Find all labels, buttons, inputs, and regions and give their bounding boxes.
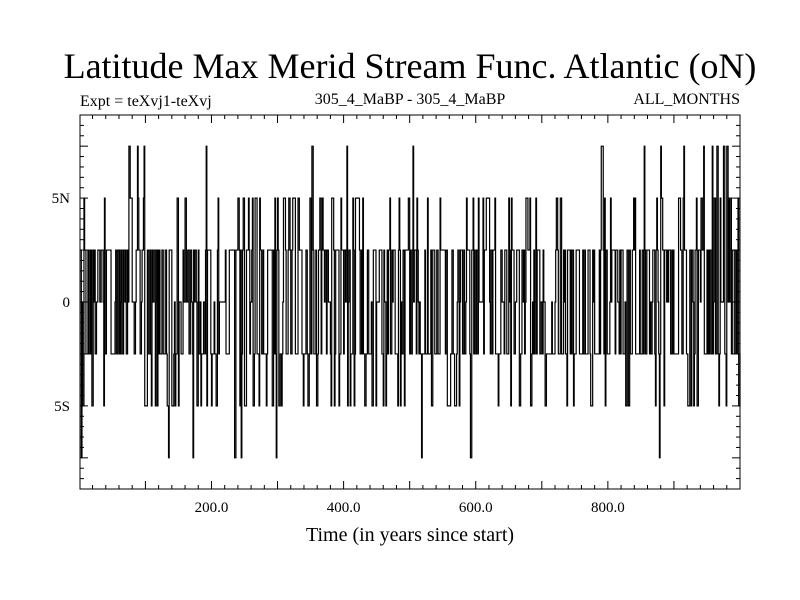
experiment-label: Expt = teXvj1-teXvj (80, 93, 212, 110)
plot-area (80, 145, 741, 459)
x-tick-label: 600.0 (459, 500, 493, 516)
period-label: 305_4_MaBP - 305_4_MaBP (315, 91, 506, 108)
axis-ticks (80, 115, 740, 489)
chart-title: Latitude Max Merid Stream Func. Atlantic… (64, 46, 757, 86)
y-tick-label: 0 (63, 295, 71, 311)
axis-tick-labels: 200.0 400.0 600.0 800.0 5N 0 5S (52, 191, 625, 516)
x-tick-label: 200.0 (195, 500, 229, 516)
x-tick-label: 800.0 (591, 500, 625, 516)
y-tick-label: 5S (54, 399, 70, 415)
plot-frame (79, 114, 741, 490)
series-line (80, 145, 741, 459)
months-label: ALL_MONTHS (633, 91, 740, 108)
x-axis-title: Time (in years since start) (306, 524, 514, 546)
x-tick-label: 400.0 (327, 500, 361, 516)
y-tick-label: 5N (52, 191, 71, 207)
